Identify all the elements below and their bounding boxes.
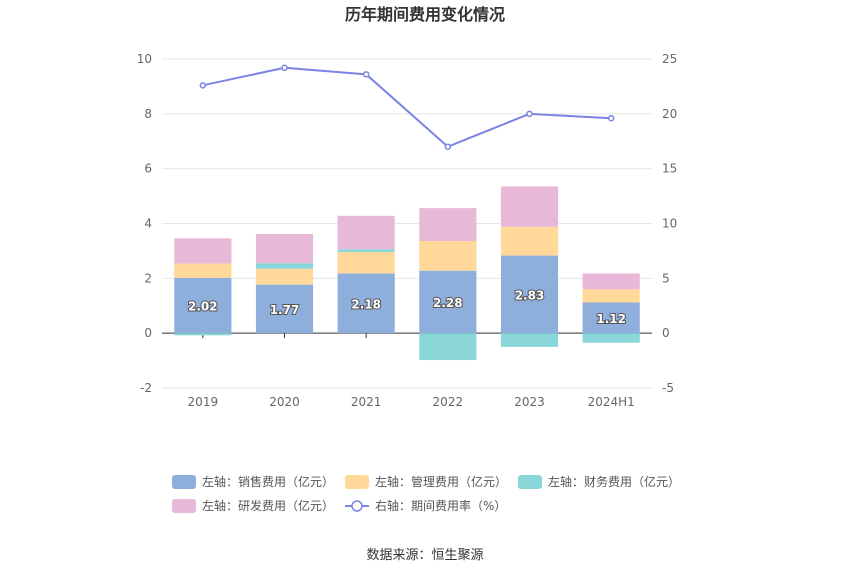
bar-segment-2	[419, 333, 477, 361]
legend-swatch-marker	[351, 500, 363, 512]
legend-label: 右轴：期间费用率（%）	[375, 498, 506, 513]
bar-data-label: 2.83	[515, 288, 545, 302]
bar-segment-3	[337, 215, 395, 250]
legend-label: 左轴：研发费用（亿元）	[202, 498, 334, 513]
bar-segment-0	[582, 302, 640, 334]
right-tick-label: 15	[662, 162, 677, 176]
chart-title: 历年期间费用变化情况	[345, 5, 505, 24]
line-series	[199, 64, 615, 150]
bar-segment-0	[500, 255, 559, 334]
bar-segment-2	[337, 249, 395, 253]
bar-segment-3	[255, 233, 314, 264]
x-axis: 2019 2020 2021 2022 2023 2024H1	[188, 333, 635, 409]
legend-item: 左轴：财务费用（亿元）	[518, 474, 680, 489]
bar-segment-0	[419, 270, 477, 334]
bar-segment-1	[419, 241, 477, 271]
left-tick-label: 0	[144, 326, 152, 340]
bar-data-label: 2.02	[188, 299, 218, 313]
bar-data-label: 2.28	[433, 296, 463, 310]
left-tick-label: 2	[144, 271, 152, 285]
bar-segment-3	[582, 273, 640, 290]
bar-segment-1	[174, 263, 232, 278]
left-tick-label: 4	[144, 217, 152, 231]
x-tick-label: 2019	[188, 395, 219, 409]
x-tick-label: 2020	[269, 395, 300, 409]
bar-data-label: 1.12	[596, 312, 626, 326]
right-tick-label: 10	[662, 217, 677, 231]
left-tick-label: 6	[144, 162, 152, 176]
legend-item: 左轴：销售费用（亿元）	[172, 474, 334, 489]
x-tick-label: 2021	[351, 395, 382, 409]
legend-swatch	[345, 475, 369, 489]
legend-swatch	[172, 499, 196, 513]
x-tick-label: 2024H1	[588, 395, 635, 409]
bar-segment-1	[255, 268, 314, 285]
legend-swatch	[172, 475, 196, 489]
data-source: 数据来源：恒生聚源	[366, 548, 483, 563]
right-tick-label: 5	[662, 271, 670, 285]
rate-point	[281, 64, 288, 72]
legend: 左轴：销售费用（亿元） 左轴：管理费用（亿元） 左轴：财务费用（亿元） 左轴：研发费用…	[172, 474, 680, 513]
legend-swatch	[518, 475, 542, 489]
x-tick-label: 2023	[514, 395, 545, 409]
legend-label: 左轴：管理费用（亿元）	[375, 474, 507, 489]
bar-segment-1	[500, 226, 559, 256]
left-tick-label: 10	[137, 52, 152, 66]
right-tick-label: 20	[662, 107, 677, 121]
bar-segment-0	[337, 273, 395, 334]
bar-segment-2	[500, 333, 559, 347]
left-axis: -2 0 2 4 6 8 10	[137, 52, 152, 395]
grid-lines	[162, 58, 652, 389]
bar-segment-2	[582, 333, 640, 343]
left-tick-label: -2	[140, 381, 152, 395]
bar-segment-3	[419, 208, 477, 242]
bar-segment-3	[174, 238, 232, 264]
right-axis: -5 0 5 10 15 20 25	[662, 52, 677, 395]
right-tick-label: 25	[662, 52, 677, 66]
x-tick-label: 2022	[433, 395, 464, 409]
legend-item: 左轴：研发费用（亿元）	[172, 498, 334, 513]
bars-layer	[174, 186, 640, 361]
legend-item: 左轴：管理费用（亿元）	[345, 474, 507, 489]
bar-data-label: 1.77	[270, 303, 300, 317]
right-tick-label: -5	[662, 381, 674, 395]
rate-point	[362, 71, 370, 78]
bar-segment-2	[174, 333, 232, 336]
rate-point	[444, 143, 452, 150]
left-tick-label: 8	[144, 107, 152, 121]
rate-line	[202, 66, 612, 148]
rate-point	[199, 82, 207, 89]
legend-item: 右轴：期间费用率（%）	[345, 498, 506, 513]
rate-point	[607, 114, 615, 122]
bar-segment-1	[582, 289, 640, 303]
bar-segment-0	[174, 277, 232, 334]
right-tick-label: 0	[662, 326, 670, 340]
bar-segment-3	[500, 186, 559, 227]
data-labels: 2.02 1.77 2.18 2.28 2.83 1.12	[187, 287, 627, 326]
bar-segment-1	[337, 252, 395, 274]
rate-point	[526, 110, 533, 118]
legend-label: 左轴：销售费用（亿元）	[202, 474, 334, 489]
legend-label: 左轴：财务费用（亿元）	[548, 474, 680, 489]
bar-segment-0	[255, 284, 314, 334]
bar-data-label: 2.18	[351, 297, 381, 311]
bar-segment-2	[255, 263, 314, 269]
